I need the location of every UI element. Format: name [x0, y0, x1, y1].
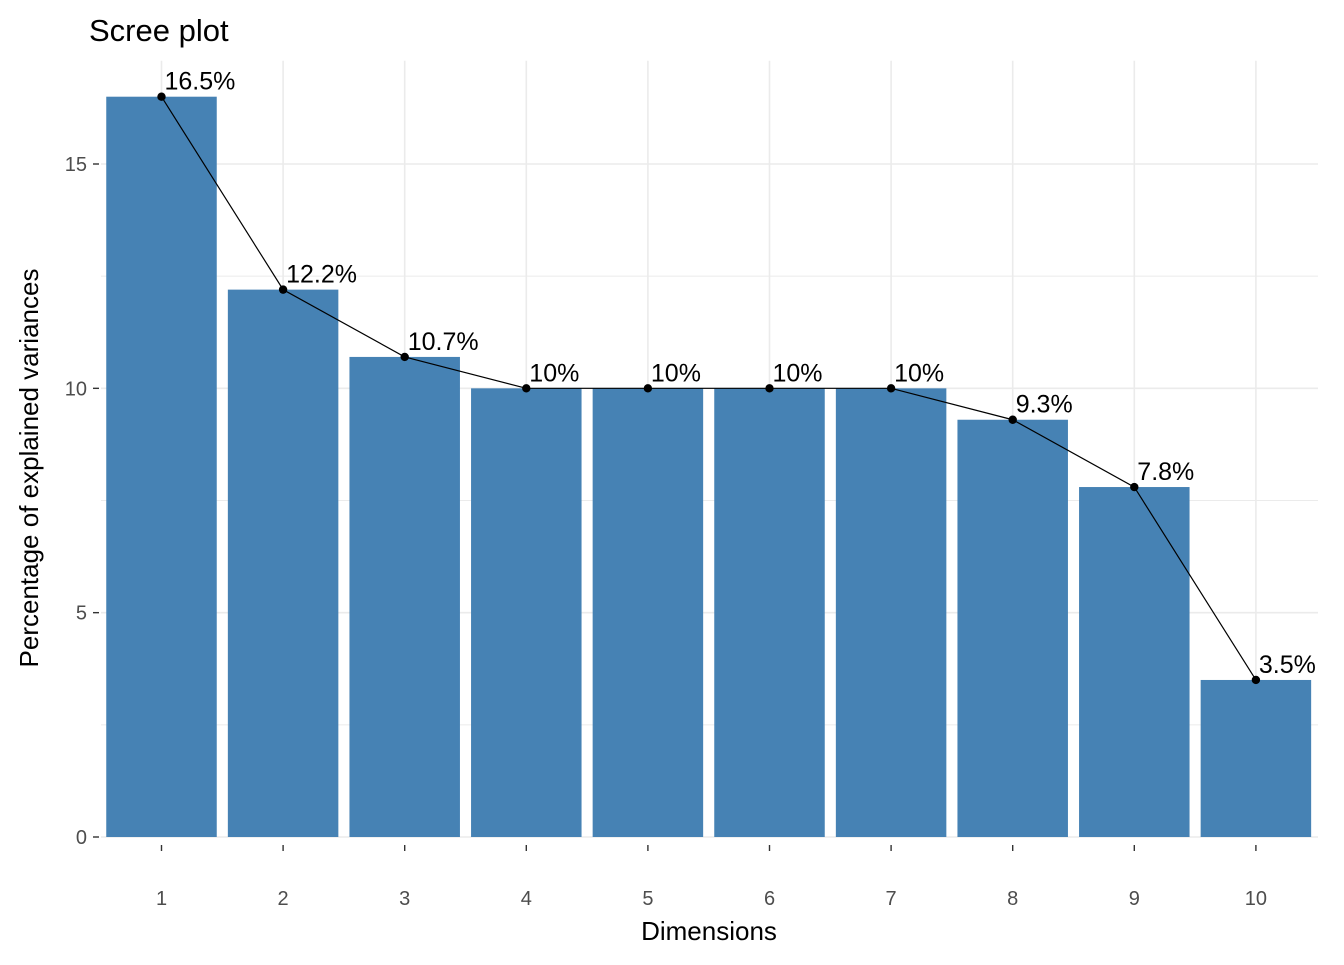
bar-dim-10 [1200, 679, 1312, 837]
bar-dim-3 [349, 356, 460, 837]
trend-line-layer [157, 92, 1261, 685]
trend-line [160, 96, 1257, 681]
x-tick-label: 1 [156, 888, 167, 910]
trend-point-2 [278, 285, 288, 294]
y-tick-label: 0 [76, 827, 87, 849]
bars-layer [106, 96, 1312, 837]
data-label-2: 12.2% [286, 261, 357, 289]
trend-point-9 [1130, 482, 1139, 492]
x-tick-label: 7 [886, 888, 897, 910]
trend-point-4 [522, 384, 531, 393]
trend-point-1 [157, 92, 166, 101]
x-axis-label: Dimensions [641, 916, 777, 946]
x-tick-label: 8 [1007, 888, 1018, 910]
bar-dim-9 [1079, 487, 1190, 837]
data-labels-layer: 16.5% 12.2% 10.7% 10% 10% 10% 10% 9.3% 7.8% 3.5% [165, 68, 1316, 679]
bar-dim-2 [227, 289, 339, 837]
trend-point-10 [1251, 675, 1261, 685]
x-tick-label: 4 [521, 888, 532, 910]
x-tick-label: 6 [764, 888, 775, 910]
x-tick-label: 5 [642, 888, 653, 910]
chart-title: Scree plot [89, 13, 229, 48]
data-label-4: 10% [529, 359, 579, 387]
trend-point-7 [886, 384, 896, 393]
trend-point-3 [400, 352, 409, 362]
bar-dim-5 [592, 388, 704, 837]
trend-point-6 [765, 384, 774, 393]
data-label-6: 10% [773, 359, 823, 387]
trend-point-5 [643, 384, 653, 393]
axes-layer: 0 5 10 15 1 2 3 4 5 6 7 8 9 10 [65, 154, 1267, 910]
bar-dim-8 [957, 419, 1068, 837]
data-label-5: 10% [651, 359, 701, 387]
x-tick-label: 3 [399, 888, 410, 910]
bar-dim-7 [835, 388, 947, 837]
x-tick-label: 2 [278, 888, 289, 910]
data-label-1: 16.5% [165, 68, 236, 96]
data-label-10: 3.5% [1259, 651, 1316, 679]
data-label-7: 10% [894, 359, 944, 387]
bar-dim-6 [714, 388, 825, 837]
data-label-9: 7.8% [1137, 458, 1194, 486]
x-tick-label: 9 [1129, 888, 1140, 910]
trend-point-8 [1008, 415, 1017, 424]
y-tick-label: 15 [65, 154, 87, 176]
data-label-3: 10.7% [408, 328, 479, 356]
data-label-8: 9.3% [1016, 391, 1073, 419]
y-tick-label: 10 [65, 378, 87, 400]
bar-dim-1 [106, 96, 217, 837]
bar-dim-4 [471, 388, 582, 837]
y-tick-label: 5 [76, 603, 87, 625]
x-tick-label: 10 [1245, 888, 1267, 910]
y-axis-label: Percentage of explained variances [14, 269, 44, 668]
